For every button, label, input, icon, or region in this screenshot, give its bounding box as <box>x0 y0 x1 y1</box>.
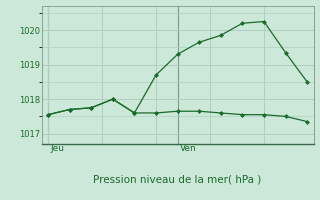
Text: Jeu: Jeu <box>50 144 64 153</box>
Text: Pression niveau de la mer( hPa ): Pression niveau de la mer( hPa ) <box>93 174 262 184</box>
Text: Ven: Ven <box>180 144 196 153</box>
